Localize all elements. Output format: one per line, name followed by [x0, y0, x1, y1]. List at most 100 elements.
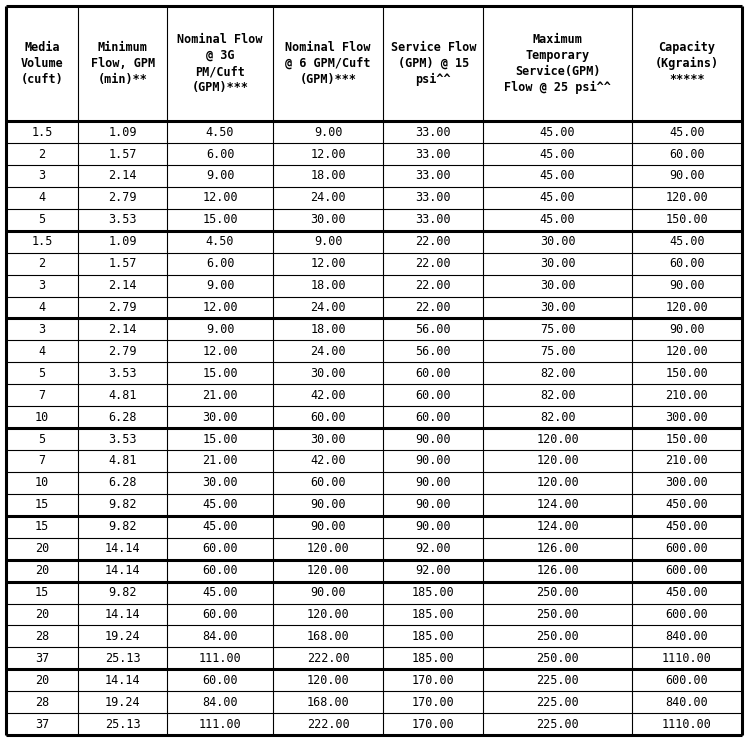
- Bar: [273, 648, 383, 669]
- Text: 222.00: 222.00: [307, 652, 349, 665]
- Bar: [273, 187, 383, 209]
- Bar: [78, 165, 167, 187]
- Text: 45.00: 45.00: [540, 170, 575, 182]
- Bar: [78, 319, 167, 340]
- Text: 1110.00: 1110.00: [662, 652, 712, 665]
- Text: 222.00: 222.00: [307, 717, 349, 731]
- Bar: [273, 275, 383, 296]
- Bar: [632, 516, 742, 538]
- Text: 56.00: 56.00: [416, 323, 451, 336]
- Text: 1.09: 1.09: [108, 235, 137, 248]
- Bar: [6, 516, 78, 538]
- Text: 14.14: 14.14: [105, 608, 141, 621]
- Bar: [78, 494, 167, 516]
- Text: 21.00: 21.00: [202, 389, 238, 402]
- Bar: [167, 209, 273, 230]
- Text: 124.00: 124.00: [536, 499, 579, 511]
- Text: 92.00: 92.00: [416, 542, 451, 555]
- Bar: [78, 230, 167, 253]
- Text: 90.00: 90.00: [416, 454, 451, 468]
- Text: 45.00: 45.00: [202, 586, 238, 599]
- Text: 25.13: 25.13: [105, 717, 141, 731]
- Text: 840.00: 840.00: [666, 630, 708, 643]
- Bar: [632, 121, 742, 143]
- Bar: [6, 121, 78, 143]
- Text: 9.00: 9.00: [206, 279, 234, 292]
- Bar: [78, 472, 167, 494]
- Bar: [483, 230, 632, 253]
- Text: 33.00: 33.00: [416, 213, 451, 226]
- Text: 111.00: 111.00: [199, 717, 242, 731]
- Text: 4.50: 4.50: [206, 125, 234, 139]
- Text: 42.00: 42.00: [310, 389, 346, 402]
- Text: 4: 4: [38, 191, 46, 205]
- Text: 20: 20: [35, 564, 49, 577]
- Text: 10: 10: [35, 476, 49, 489]
- Text: Capacity
(Kgrains)
*****: Capacity (Kgrains) *****: [654, 41, 719, 86]
- Text: 600.00: 600.00: [666, 608, 708, 621]
- Text: 30.00: 30.00: [540, 257, 575, 270]
- Bar: [273, 625, 383, 648]
- Bar: [273, 428, 383, 450]
- Bar: [632, 582, 742, 603]
- Bar: [78, 340, 167, 362]
- Bar: [383, 340, 483, 362]
- Text: 1.5: 1.5: [31, 235, 52, 248]
- Text: 185.00: 185.00: [412, 652, 455, 665]
- Text: 185.00: 185.00: [412, 586, 455, 599]
- Bar: [383, 209, 483, 230]
- Text: 75.00: 75.00: [540, 323, 575, 336]
- Bar: [6, 296, 78, 319]
- Bar: [273, 340, 383, 362]
- Text: 22.00: 22.00: [416, 235, 451, 248]
- Bar: [273, 296, 383, 319]
- Text: 120.00: 120.00: [536, 476, 579, 489]
- Text: 82.00: 82.00: [540, 367, 575, 380]
- Text: 90.00: 90.00: [416, 499, 451, 511]
- Bar: [632, 669, 742, 691]
- Bar: [78, 669, 167, 691]
- Text: 450.00: 450.00: [666, 499, 708, 511]
- Text: 9.82: 9.82: [108, 586, 137, 599]
- Text: 18.00: 18.00: [310, 170, 346, 182]
- Bar: [6, 275, 78, 296]
- Bar: [78, 385, 167, 406]
- Text: 14.14: 14.14: [105, 564, 141, 577]
- Bar: [78, 428, 167, 450]
- Bar: [273, 319, 383, 340]
- Text: 150.00: 150.00: [666, 433, 708, 445]
- Bar: [273, 691, 383, 713]
- Bar: [632, 625, 742, 648]
- Bar: [167, 230, 273, 253]
- Text: 225.00: 225.00: [536, 674, 579, 687]
- Text: 1.57: 1.57: [108, 147, 137, 161]
- Text: 210.00: 210.00: [666, 454, 708, 468]
- Text: 24.00: 24.00: [310, 345, 346, 358]
- Bar: [6, 143, 78, 165]
- Text: 120.00: 120.00: [666, 345, 708, 358]
- Bar: [273, 143, 383, 165]
- Text: 3.53: 3.53: [108, 433, 137, 445]
- Bar: [6, 648, 78, 669]
- Bar: [273, 406, 383, 428]
- Bar: [632, 450, 742, 472]
- Bar: [167, 625, 273, 648]
- Bar: [483, 187, 632, 209]
- Bar: [167, 494, 273, 516]
- Bar: [383, 625, 483, 648]
- Bar: [632, 385, 742, 406]
- Bar: [78, 582, 167, 603]
- Text: 15.00: 15.00: [202, 433, 238, 445]
- Bar: [383, 121, 483, 143]
- Bar: [167, 603, 273, 625]
- Text: 4: 4: [38, 301, 46, 314]
- Bar: [273, 165, 383, 187]
- Text: 92.00: 92.00: [416, 564, 451, 577]
- Bar: [483, 340, 632, 362]
- Text: Nominal Flow
@ 3G
PM/Cuft
(GPM)***: Nominal Flow @ 3G PM/Cuft (GPM)***: [177, 33, 263, 94]
- Text: 60.00: 60.00: [310, 476, 346, 489]
- Bar: [167, 428, 273, 450]
- Bar: [383, 669, 483, 691]
- Bar: [383, 603, 483, 625]
- Text: 60.00: 60.00: [202, 674, 238, 687]
